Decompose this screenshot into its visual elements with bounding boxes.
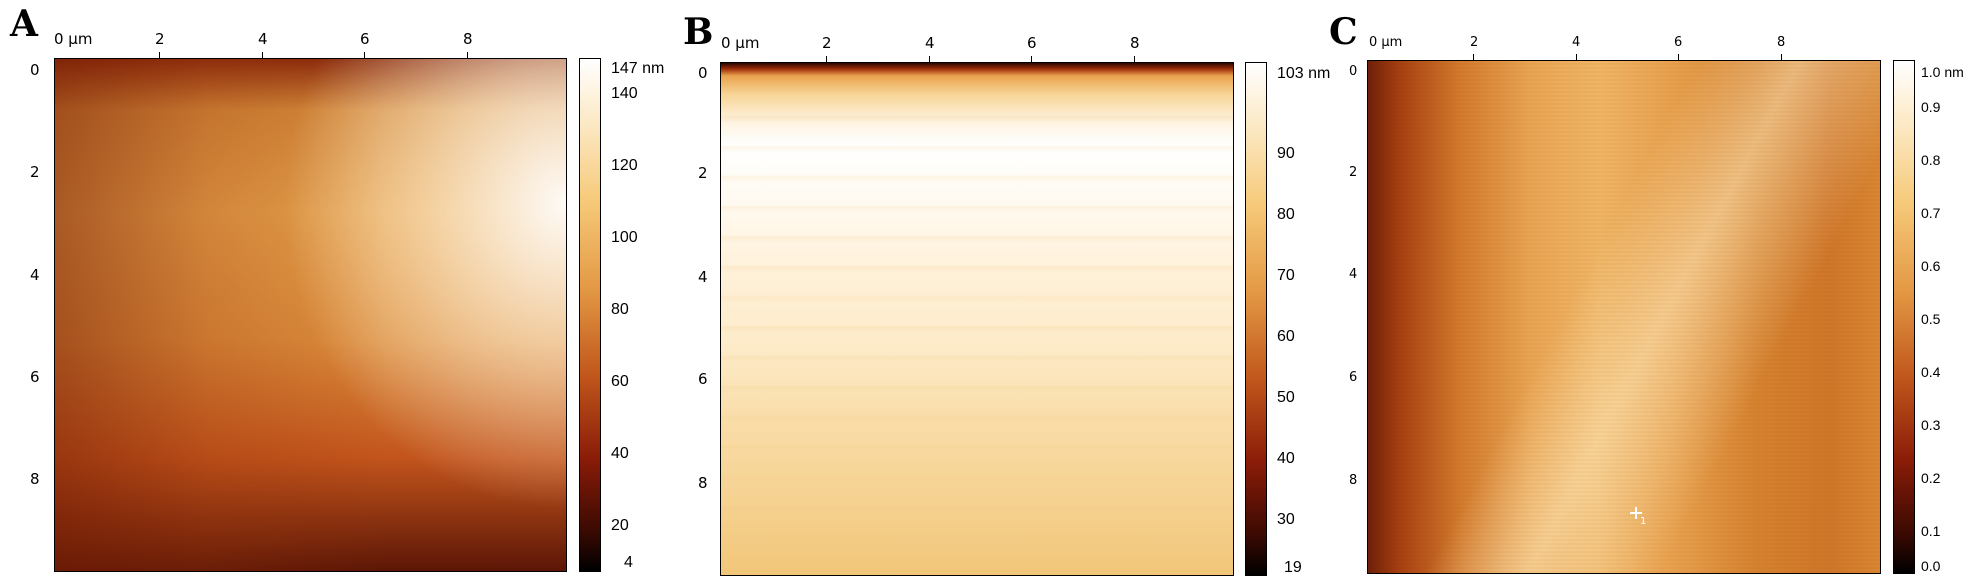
x-tick-a-3: 6	[360, 30, 370, 48]
axis-tickmark	[929, 56, 930, 62]
colorbar-tick-a-2: 120	[611, 157, 638, 174]
colorbar-tick-c-4: 0.6	[1921, 258, 1941, 274]
axis-tickmark	[467, 52, 468, 58]
colorbar-c	[1893, 60, 1915, 574]
y-tick-b-1: 2	[698, 164, 708, 182]
colorbar-tick-c-2: 0.8	[1921, 152, 1941, 168]
axis-tickmark	[159, 52, 160, 58]
x-tick-c-1: 2	[1470, 35, 1479, 50]
colorbar-tick-b-8: 19	[1284, 559, 1302, 576]
panel-label-c: C	[1329, 11, 1358, 53]
colorbar-tick-c-9: 0.1	[1921, 523, 1941, 539]
x-tick-a-4: 8	[463, 30, 473, 48]
marker-label: 1	[1640, 516, 1647, 527]
colorbar-tick-c-8: 0.2	[1921, 470, 1941, 486]
crosshair-marker: 1	[1630, 507, 1646, 527]
colorbar-tick-a-0: 147 nm	[611, 60, 665, 77]
colorbar-b	[1245, 62, 1267, 576]
colorbar-tick-b-3: 70	[1277, 267, 1295, 284]
panel-label-a: A	[10, 3, 38, 45]
y-tick-a-1: 2	[30, 163, 40, 181]
colorbar-a	[579, 58, 601, 572]
colorbar-tick-c-0: 1.0 nm	[1921, 64, 1964, 80]
colorbar-tick-a-4: 80	[611, 301, 629, 318]
colorbar-tick-b-4: 60	[1277, 328, 1295, 345]
colorbar-tick-c-3: 0.7	[1921, 205, 1941, 221]
y-tick-c-1: 2	[1349, 165, 1358, 180]
x-tick-c-2: 4	[1572, 35, 1581, 50]
colorbar-tick-a-8: 4	[624, 554, 633, 571]
x-tick-c-3: 6	[1674, 35, 1683, 50]
x-tick-b-1: 2	[822, 34, 832, 52]
x-tick-b-3: 6	[1027, 34, 1037, 52]
colorbar-tick-b-7: 30	[1277, 511, 1295, 528]
panel-label-b: B	[683, 11, 714, 53]
axis-tickmark	[1031, 56, 1032, 62]
colorbar-tick-a-3: 100	[611, 229, 638, 246]
axis-tickmark	[1781, 54, 1782, 60]
y-tick-c-3: 6	[1349, 370, 1358, 385]
colorbar-tick-b-6: 40	[1277, 450, 1295, 467]
colorbar-tick-a-6: 40	[611, 445, 629, 462]
y-tick-c-4: 8	[1349, 473, 1358, 488]
axis-tickmark	[364, 52, 365, 58]
y-tick-a-3: 6	[30, 368, 40, 386]
x-tick-a-1: 2	[155, 30, 165, 48]
axis-tickmark	[1473, 54, 1474, 60]
x-tick-b-4: 8	[1130, 34, 1140, 52]
colorbar-tick-b-1: 90	[1277, 145, 1295, 162]
colorbar-tick-c-10: 0.0	[1921, 558, 1941, 574]
y-tick-b-2: 4	[698, 268, 708, 286]
y-tick-a-2: 4	[30, 266, 40, 284]
axis-tickmark	[1134, 56, 1135, 62]
colorbar-tick-c-5: 0.5	[1921, 311, 1941, 327]
x-tick-b-0: 0 µm	[721, 34, 760, 52]
axis-tickmark	[826, 56, 827, 62]
y-tick-b-0: 0	[698, 64, 708, 82]
colorbar-tick-a-7: 20	[611, 517, 629, 534]
axis-tickmark	[1678, 54, 1679, 60]
colorbar-tick-c-1: 0.9	[1921, 99, 1941, 115]
afm-image-a	[54, 58, 567, 572]
colorbar-tick-b-0: 103 nm	[1277, 65, 1331, 82]
colorbar-tick-a-5: 60	[611, 373, 629, 390]
x-tick-c-4: 8	[1777, 35, 1786, 50]
x-tick-a-0: 0 µm	[54, 30, 93, 48]
colorbar-tick-c-6: 0.4	[1921, 364, 1941, 380]
y-tick-c-0: 0	[1349, 64, 1358, 79]
x-tick-b-2: 4	[925, 34, 935, 52]
y-tick-b-3: 6	[698, 370, 708, 388]
x-tick-a-2: 4	[258, 30, 268, 48]
y-tick-a-4: 8	[30, 470, 40, 488]
y-tick-a-0: 0	[30, 61, 40, 79]
colorbar-tick-b-2: 80	[1277, 206, 1295, 223]
y-tick-c-2: 4	[1349, 267, 1358, 282]
x-tick-c-0: 0 µm	[1369, 35, 1403, 50]
colorbar-tick-c-7: 0.3	[1921, 417, 1941, 433]
axis-tickmark	[262, 52, 263, 58]
colorbar-tick-b-5: 50	[1277, 389, 1295, 406]
afm-image-b	[720, 62, 1234, 576]
colorbar-tick-a-1: 140	[611, 85, 638, 102]
afm-image-c: 1	[1367, 60, 1881, 574]
axis-tickmark	[1576, 54, 1577, 60]
y-tick-b-4: 8	[698, 474, 708, 492]
